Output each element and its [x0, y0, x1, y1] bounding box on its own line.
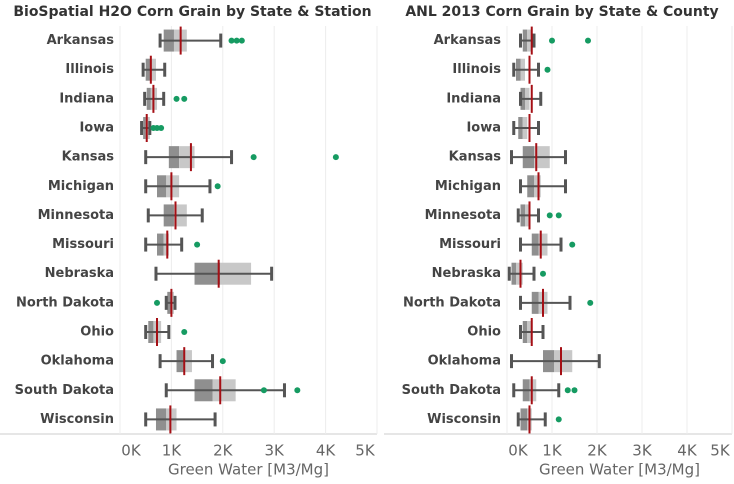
data-point	[154, 125, 161, 131]
category-label: South Dakota	[15, 383, 114, 398]
x-tick-label: 3K	[265, 442, 286, 460]
data-point	[555, 416, 562, 423]
x-tick-label: 0K	[121, 442, 142, 460]
data-point	[181, 329, 188, 335]
category-label: Nebraska	[45, 266, 114, 281]
category-label: Illinois	[452, 62, 501, 77]
x-tick-label: 1K	[542, 442, 563, 460]
x-axis-title: Green Water [M3/Mg]	[168, 461, 329, 479]
x-tick-label: 0K	[508, 442, 529, 460]
category-label: Nebraska	[432, 266, 501, 281]
data-point	[555, 212, 562, 219]
category-label: South Dakota	[402, 383, 501, 398]
data-point	[549, 37, 555, 44]
category-label: Wisconsin	[40, 412, 114, 427]
data-point	[154, 299, 161, 306]
data-point	[294, 387, 301, 394]
category-label: Indiana	[446, 91, 501, 106]
category-label: Michigan	[48, 179, 114, 194]
data-point	[544, 66, 551, 73]
category-label: Michigan	[435, 179, 501, 194]
data-point	[233, 37, 240, 44]
data-point	[585, 37, 591, 44]
data-point	[219, 358, 226, 365]
category-label: Arkansas	[434, 33, 502, 48]
data-point	[569, 241, 576, 248]
data-point	[228, 37, 235, 44]
data-point	[238, 37, 245, 44]
data-point	[260, 387, 267, 394]
chart-title: ANL 2013 Corn Grain by State & County	[405, 4, 718, 20]
x-axis-title: Green Water [M3/Mg]	[539, 461, 700, 479]
category-label: Kansas	[62, 150, 115, 165]
category-label: Oklahoma	[428, 354, 501, 369]
data-point	[173, 95, 180, 102]
category-label: Illinois	[65, 62, 114, 77]
x-tick-label: 3K	[632, 442, 653, 460]
data-point	[546, 212, 553, 219]
chart-title: BioSpatial H2O Corn Grain by State & Sta…	[13, 4, 371, 20]
category-label: Arkansas	[47, 33, 115, 48]
x-tick-label: 1K	[162, 442, 183, 460]
data-point	[181, 95, 188, 102]
category-label: Minnesota	[425, 208, 501, 223]
x-tick-label: 4K	[677, 442, 698, 460]
category-label: Minnesota	[38, 208, 114, 223]
category-label: Iowa	[466, 121, 501, 136]
data-point	[194, 241, 201, 248]
data-point	[564, 387, 571, 394]
data-point	[332, 154, 339, 161]
data-point	[158, 125, 165, 131]
category-label: Kansas	[449, 150, 502, 165]
x-tick-label: 4K	[316, 442, 337, 460]
x-tick-label: 5K	[355, 442, 376, 460]
category-label: Wisconsin	[427, 412, 501, 427]
category-label: Oklahoma	[41, 354, 114, 369]
category-label: North Dakota	[403, 295, 501, 310]
data-point	[571, 387, 578, 394]
category-label: Ohio	[80, 325, 114, 340]
category-label: Iowa	[79, 121, 114, 136]
category-label: North Dakota	[16, 295, 114, 310]
category-label: Missouri	[52, 237, 114, 252]
data-point	[540, 270, 546, 277]
category-label: Ohio	[467, 325, 501, 340]
x-tick-label: 5K	[710, 442, 731, 460]
category-label: Missouri	[439, 237, 501, 252]
data-point	[587, 299, 594, 306]
x-tick-label: 2K	[213, 442, 234, 460]
x-tick-label: 2K	[587, 442, 608, 460]
category-label: Indiana	[59, 91, 114, 106]
data-point	[214, 183, 221, 190]
data-point	[250, 154, 257, 161]
